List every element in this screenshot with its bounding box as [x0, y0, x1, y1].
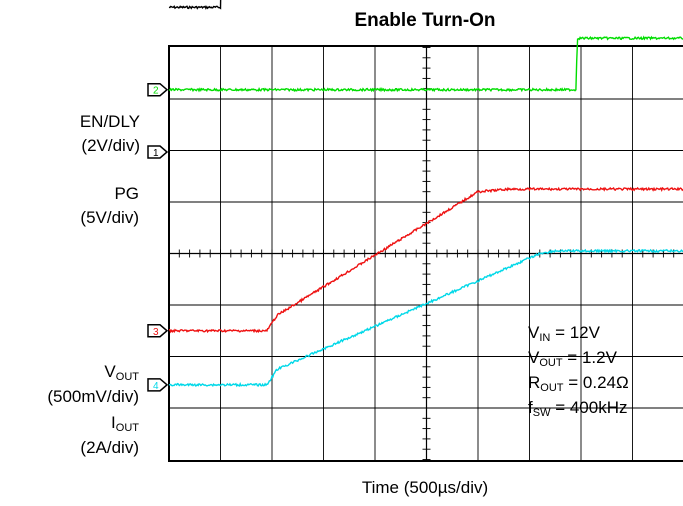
channel-marker-box: [147, 378, 169, 392]
plot-frame: [168, 45, 683, 462]
channel-marker-2: 2: [147, 82, 169, 97]
label-pg-name: PG: [114, 184, 139, 203]
annotation-fsw-main: f: [528, 398, 533, 417]
label-iout: IOUT (2A/div): [0, 413, 139, 458]
annotation-fsw-rest: = 400kHz: [550, 398, 628, 417]
annotation-vout: VOUT = 1.2V: [528, 345, 617, 376]
trace-4: [168, 248, 683, 388]
grid: [168, 46, 683, 461]
label-en-dly-name: EN/DLY: [79, 112, 140, 131]
annotation-fsw: fSW = 400kHz: [528, 395, 627, 426]
annotation-rout: ROUT = 0.24Ω: [528, 370, 629, 401]
annotation-vout-sub: OUT: [539, 357, 563, 369]
channel-marker-3: 3: [147, 324, 169, 338]
chart-title: Enable Turn-On: [354, 10, 496, 31]
channel-marker-1: 1: [147, 145, 169, 159]
annotation-vin-main: V: [528, 323, 540, 342]
channel-marker-number: 1: [153, 148, 159, 159]
label-iout-main: I: [111, 413, 116, 432]
label-vout: VOUT (500mV/div): [0, 362, 139, 407]
label-vout-scale: (500mV/div): [47, 387, 139, 406]
annotation-rout-sub: OUT: [540, 382, 564, 394]
channel-marker-number: 3: [153, 327, 159, 338]
label-iout-name: IOUT: [0, 413, 139, 438]
label-vout-main: V: [104, 362, 116, 381]
label-en-dly: EN/DLY (2V/div): [0, 112, 140, 156]
annotation-fsw-sub: SW: [532, 407, 551, 419]
channel-marker-4: 4: [147, 378, 169, 392]
channel-marker-number: 2: [153, 86, 159, 97]
annotation-vin: VIN = 12V: [528, 320, 600, 351]
label-iout-scale: (2A/div): [80, 438, 139, 457]
annotation-rout-rest: = 0.24Ω: [563, 373, 629, 392]
channel-marker-number: 4: [153, 381, 159, 392]
annotation-vin-rest: = 12V: [550, 323, 600, 342]
trace-3: [168, 186, 683, 334]
label-pg-scale: (5V/div): [80, 208, 139, 227]
label-vout-sub: OUT: [115, 371, 139, 383]
label-iout-sub: OUT: [115, 422, 139, 434]
channel-marker-box: [147, 82, 169, 97]
label-vout-name: VOUT: [0, 362, 139, 387]
annotation-vout-rest: = 1.2V: [562, 348, 617, 367]
trace-2: [168, 35, 683, 93]
label-en-dly-scale: (2V/div): [81, 136, 140, 155]
annotation-rout-main: R: [528, 373, 541, 392]
channel-marker-box: [147, 324, 169, 338]
trace-1: [168, 0, 222, 10]
x-axis-label: Time (500µs/div): [361, 478, 489, 497]
annotation-vin-sub: IN: [539, 332, 551, 344]
label-pg: PG (5V/div): [0, 184, 139, 228]
annotation-vout-main: V: [528, 348, 540, 367]
channel-marker-box: [147, 145, 169, 159]
